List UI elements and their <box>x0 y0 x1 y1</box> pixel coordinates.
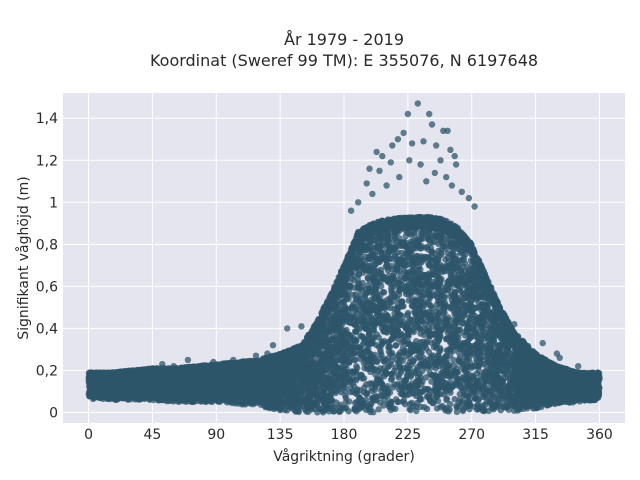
scatter-point <box>407 373 414 380</box>
chart-title-line1: År 1979 - 2019 <box>284 30 404 49</box>
scatter-point <box>387 299 394 306</box>
scatter-point <box>375 406 382 413</box>
scatter-point <box>387 304 394 312</box>
scatter-point <box>421 404 428 411</box>
scatter-points <box>85 100 603 416</box>
scatter-point <box>380 402 387 409</box>
chart-title-line2: Koordinat (Sweref 99 TM): E 355076, N 61… <box>150 51 538 70</box>
scatter-point <box>450 356 457 364</box>
scatter-point <box>428 302 435 310</box>
